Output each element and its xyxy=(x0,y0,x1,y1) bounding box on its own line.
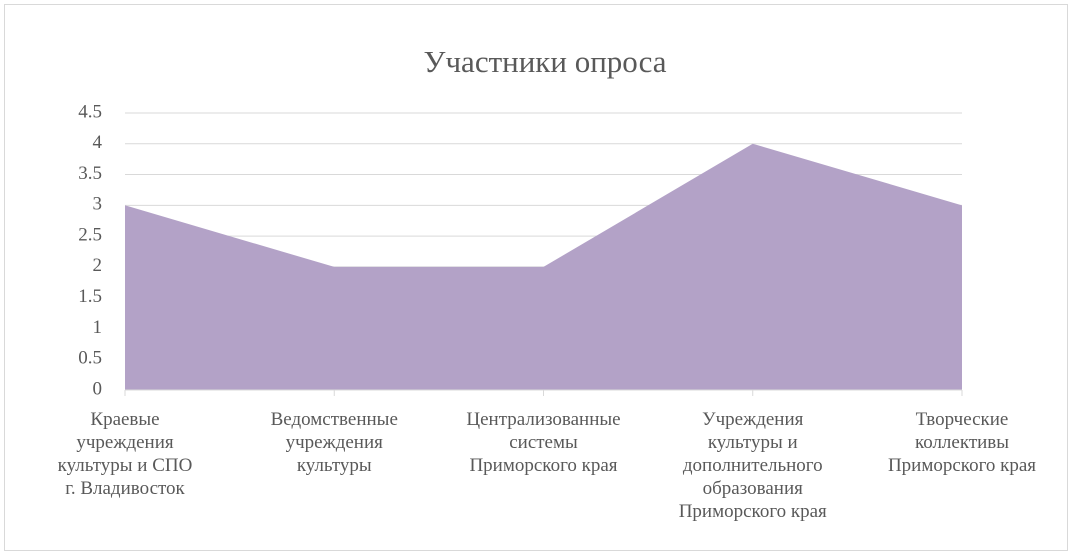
y-tick-label: 4.5 xyxy=(78,101,102,122)
x-tick-label: Творческие коллективы Приморского края xyxy=(887,409,1037,476)
y-tick-label: 1 xyxy=(93,317,103,338)
y-tick-label: 1.5 xyxy=(78,286,102,307)
y-tick-label: 2 xyxy=(93,255,103,276)
x-tick-label: Краевые учреждения культуры и СПО г. Вла… xyxy=(57,409,193,499)
y-tick-label: 4 xyxy=(93,132,103,153)
y-tick-label: 0 xyxy=(93,378,103,399)
chart-title: Участники опроса xyxy=(424,44,667,79)
y-tick-label: 2.5 xyxy=(78,224,102,245)
x-tick-label: Централизованные системы Приморского кра… xyxy=(466,409,621,476)
x-tick-label: Ведомственные учреждения культуры xyxy=(270,409,398,476)
y-tick-label: 3.5 xyxy=(78,163,102,184)
y-tick-label: 0.5 xyxy=(78,348,102,369)
area xyxy=(125,143,962,390)
x-tick-label: Учреждения культуры и дополнительного об… xyxy=(678,409,827,522)
y-tick-label: 3 xyxy=(93,194,103,215)
